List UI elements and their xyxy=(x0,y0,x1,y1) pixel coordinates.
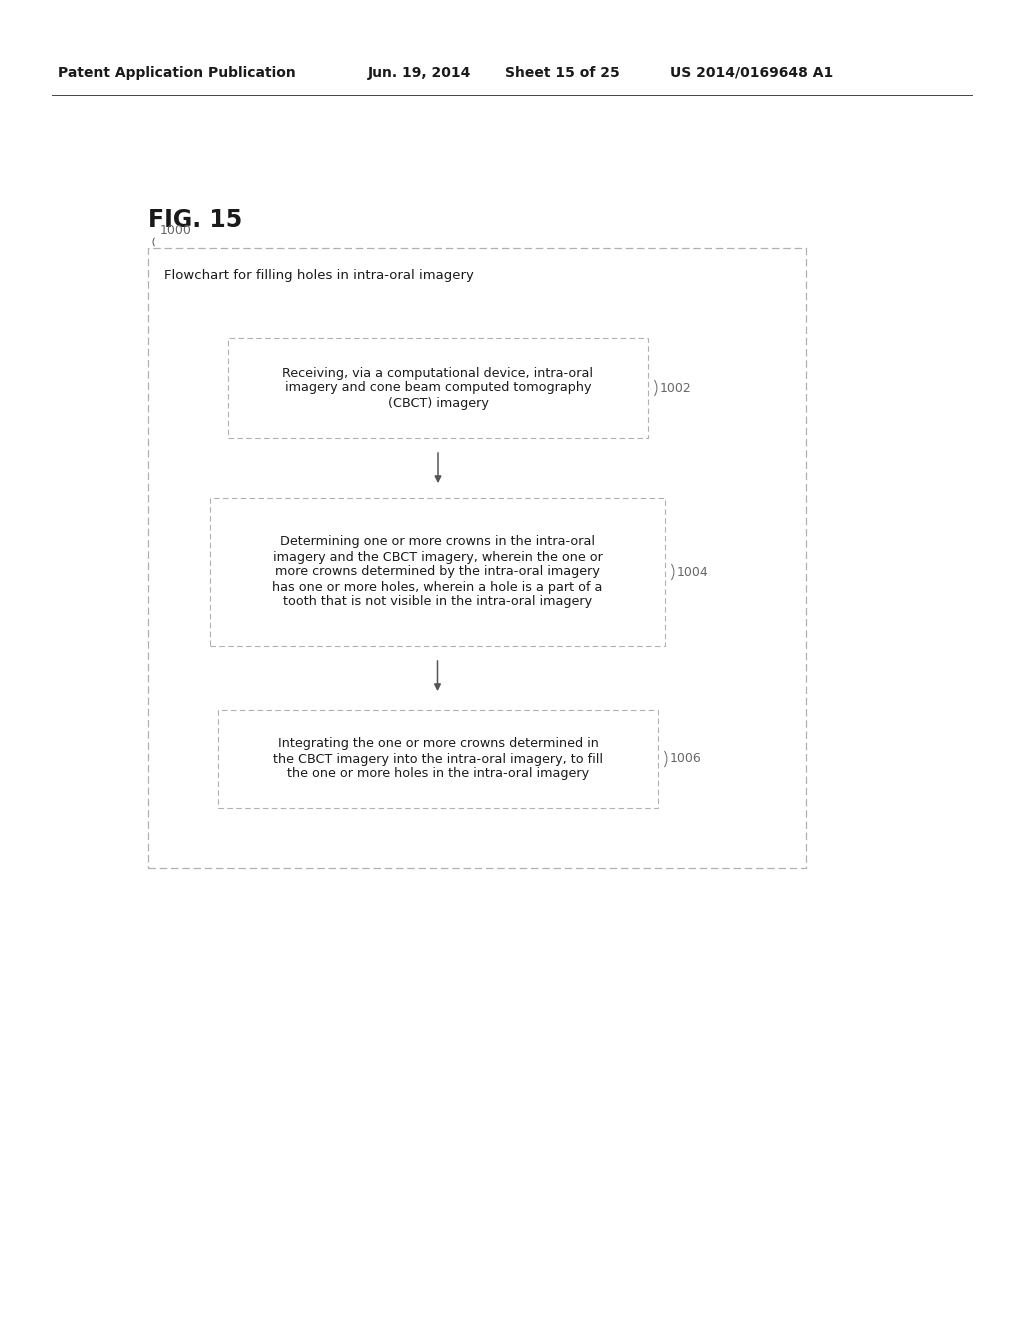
Text: Integrating the one or more crowns determined in
the CBCT imagery into the intra: Integrating the one or more crowns deter… xyxy=(273,738,603,780)
Text: 1006: 1006 xyxy=(670,752,701,766)
Text: 1004: 1004 xyxy=(677,565,709,578)
Text: Determining one or more crowns in the intra-oral
imagery and the CBCT imagery, w: Determining one or more crowns in the in… xyxy=(272,536,603,609)
Text: 1002: 1002 xyxy=(660,381,692,395)
Text: Sheet 15 of 25: Sheet 15 of 25 xyxy=(505,66,620,81)
Text: Receiving, via a computational device, intra-oral
imagery and cone beam computed: Receiving, via a computational device, i… xyxy=(283,367,594,409)
Text: Patent Application Publication: Patent Application Publication xyxy=(58,66,296,81)
Text: Jun. 19, 2014: Jun. 19, 2014 xyxy=(368,66,471,81)
Text: US 2014/0169648 A1: US 2014/0169648 A1 xyxy=(670,66,834,81)
Text: Flowchart for filling holes in intra-oral imagery: Flowchart for filling holes in intra-ora… xyxy=(164,269,474,282)
Text: FIG. 15: FIG. 15 xyxy=(148,209,243,232)
Text: 1000: 1000 xyxy=(160,223,191,236)
